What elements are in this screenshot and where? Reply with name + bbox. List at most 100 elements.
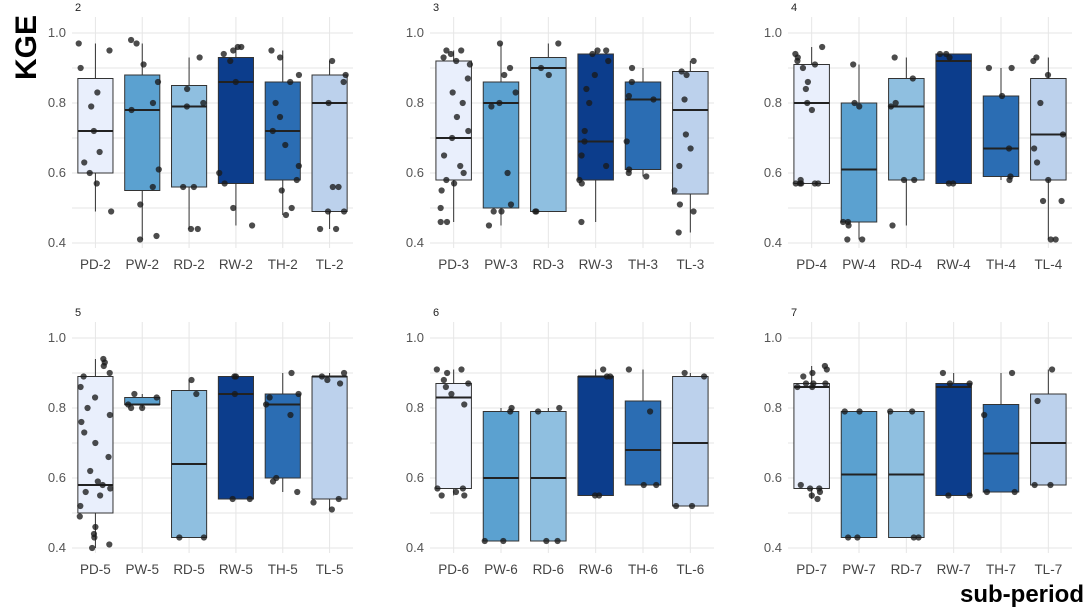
box-RW-5: [217, 376, 254, 500]
box-TH-4: [982, 95, 1020, 177]
data-point: [850, 61, 857, 68]
data-point: [537, 64, 545, 72]
data-point: [149, 99, 157, 107]
data-point: [92, 523, 99, 531]
data-point: [269, 478, 277, 485]
data-point: [939, 369, 947, 377]
data-point: [92, 439, 99, 447]
data-point: [460, 169, 467, 177]
x-tick-label: RW-7: [937, 562, 971, 577]
data-point: [249, 222, 256, 229]
x-tick-label: RD-3: [533, 257, 565, 272]
data-point: [688, 502, 696, 510]
data-point: [438, 187, 445, 194]
data-point: [196, 54, 203, 61]
data-point: [295, 71, 303, 79]
data-point: [701, 373, 708, 380]
y-tick-label: 0.6: [764, 165, 782, 180]
data-point: [81, 429, 88, 436]
x-tick-label: RD-2: [173, 257, 205, 272]
x-tick-label: RW-2: [219, 257, 253, 272]
data-point: [840, 218, 847, 226]
data-point: [268, 47, 275, 54]
data-point: [325, 99, 332, 107]
x-tick-label: TL-5: [316, 562, 344, 577]
data-point: [461, 401, 468, 408]
y-tick-label: 1.0: [406, 25, 424, 40]
data-point: [93, 180, 100, 187]
box-PW-6: [482, 411, 520, 542]
data-point: [458, 47, 465, 54]
data-point: [442, 383, 449, 391]
data-point: [1052, 236, 1059, 243]
data-point: [859, 236, 866, 243]
data-point: [336, 380, 344, 387]
data-point: [532, 208, 539, 215]
data-point: [556, 404, 563, 412]
x-tick-label: PW-7: [842, 562, 876, 577]
data-point: [105, 453, 112, 461]
data-point: [221, 180, 228, 187]
y-tick-label: 0.6: [764, 470, 782, 485]
data-point: [650, 96, 657, 103]
data-point: [1008, 369, 1016, 377]
y-tick-label: 0.8: [406, 400, 424, 415]
data-point: [136, 236, 144, 243]
data-point: [340, 208, 348, 215]
data-point: [94, 478, 101, 485]
data-point: [153, 394, 160, 401]
data-point: [77, 502, 84, 510]
data-point: [433, 366, 440, 373]
data-point: [504, 169, 511, 177]
data-point: [578, 152, 585, 159]
data-point: [440, 152, 448, 159]
data-point: [266, 394, 273, 401]
data-point: [946, 54, 953, 61]
data-point: [910, 534, 917, 541]
data-point: [287, 411, 294, 419]
data-point: [643, 173, 650, 180]
data-point: [950, 180, 957, 187]
data-point: [1030, 57, 1037, 65]
data-point: [490, 208, 497, 215]
panel-2: 2 0.4 0.6 0.8 1.0 PD-2 PW-2 RD-2 RW-2 TH-2 TL-2: [48, 2, 353, 272]
y-tick-label: 1.0: [48, 330, 66, 345]
box-TL-7: [1030, 393, 1067, 486]
box-RD-6: [530, 411, 567, 542]
data-point: [488, 103, 495, 110]
data-point: [496, 99, 503, 107]
data-point: [501, 71, 508, 79]
data-point: [318, 373, 325, 380]
x-tick-label: RW-4: [937, 257, 971, 272]
data-point: [91, 394, 99, 401]
data-point: [809, 383, 816, 391]
data-point: [887, 408, 894, 415]
data-point: [681, 369, 688, 377]
data-point: [809, 369, 816, 377]
y-tick-label: 0.4: [764, 540, 782, 555]
data-point: [437, 204, 444, 212]
data-point: [230, 204, 237, 212]
y-axis-title: KGE: [10, 15, 43, 80]
data-point: [687, 145, 694, 152]
x-tick-label: TH-6: [628, 562, 658, 577]
y-tick-label: 0.4: [48, 540, 66, 555]
box-TL-2: [311, 74, 348, 212]
data-point: [681, 96, 688, 103]
data-point: [1058, 197, 1065, 205]
data-point: [586, 99, 593, 107]
data-point: [246, 495, 253, 503]
data-point: [1011, 488, 1018, 496]
data-point: [811, 61, 819, 68]
data-point: [127, 404, 135, 412]
data-point: [545, 71, 552, 79]
data-point: [108, 208, 115, 215]
data-point: [78, 418, 85, 426]
data-point: [822, 380, 829, 387]
data-point: [851, 99, 858, 107]
data-point: [841, 408, 848, 415]
y-tick-label: 0.6: [406, 470, 424, 485]
data-point: [625, 169, 632, 177]
data-point: [443, 176, 450, 184]
data-point: [966, 492, 973, 499]
